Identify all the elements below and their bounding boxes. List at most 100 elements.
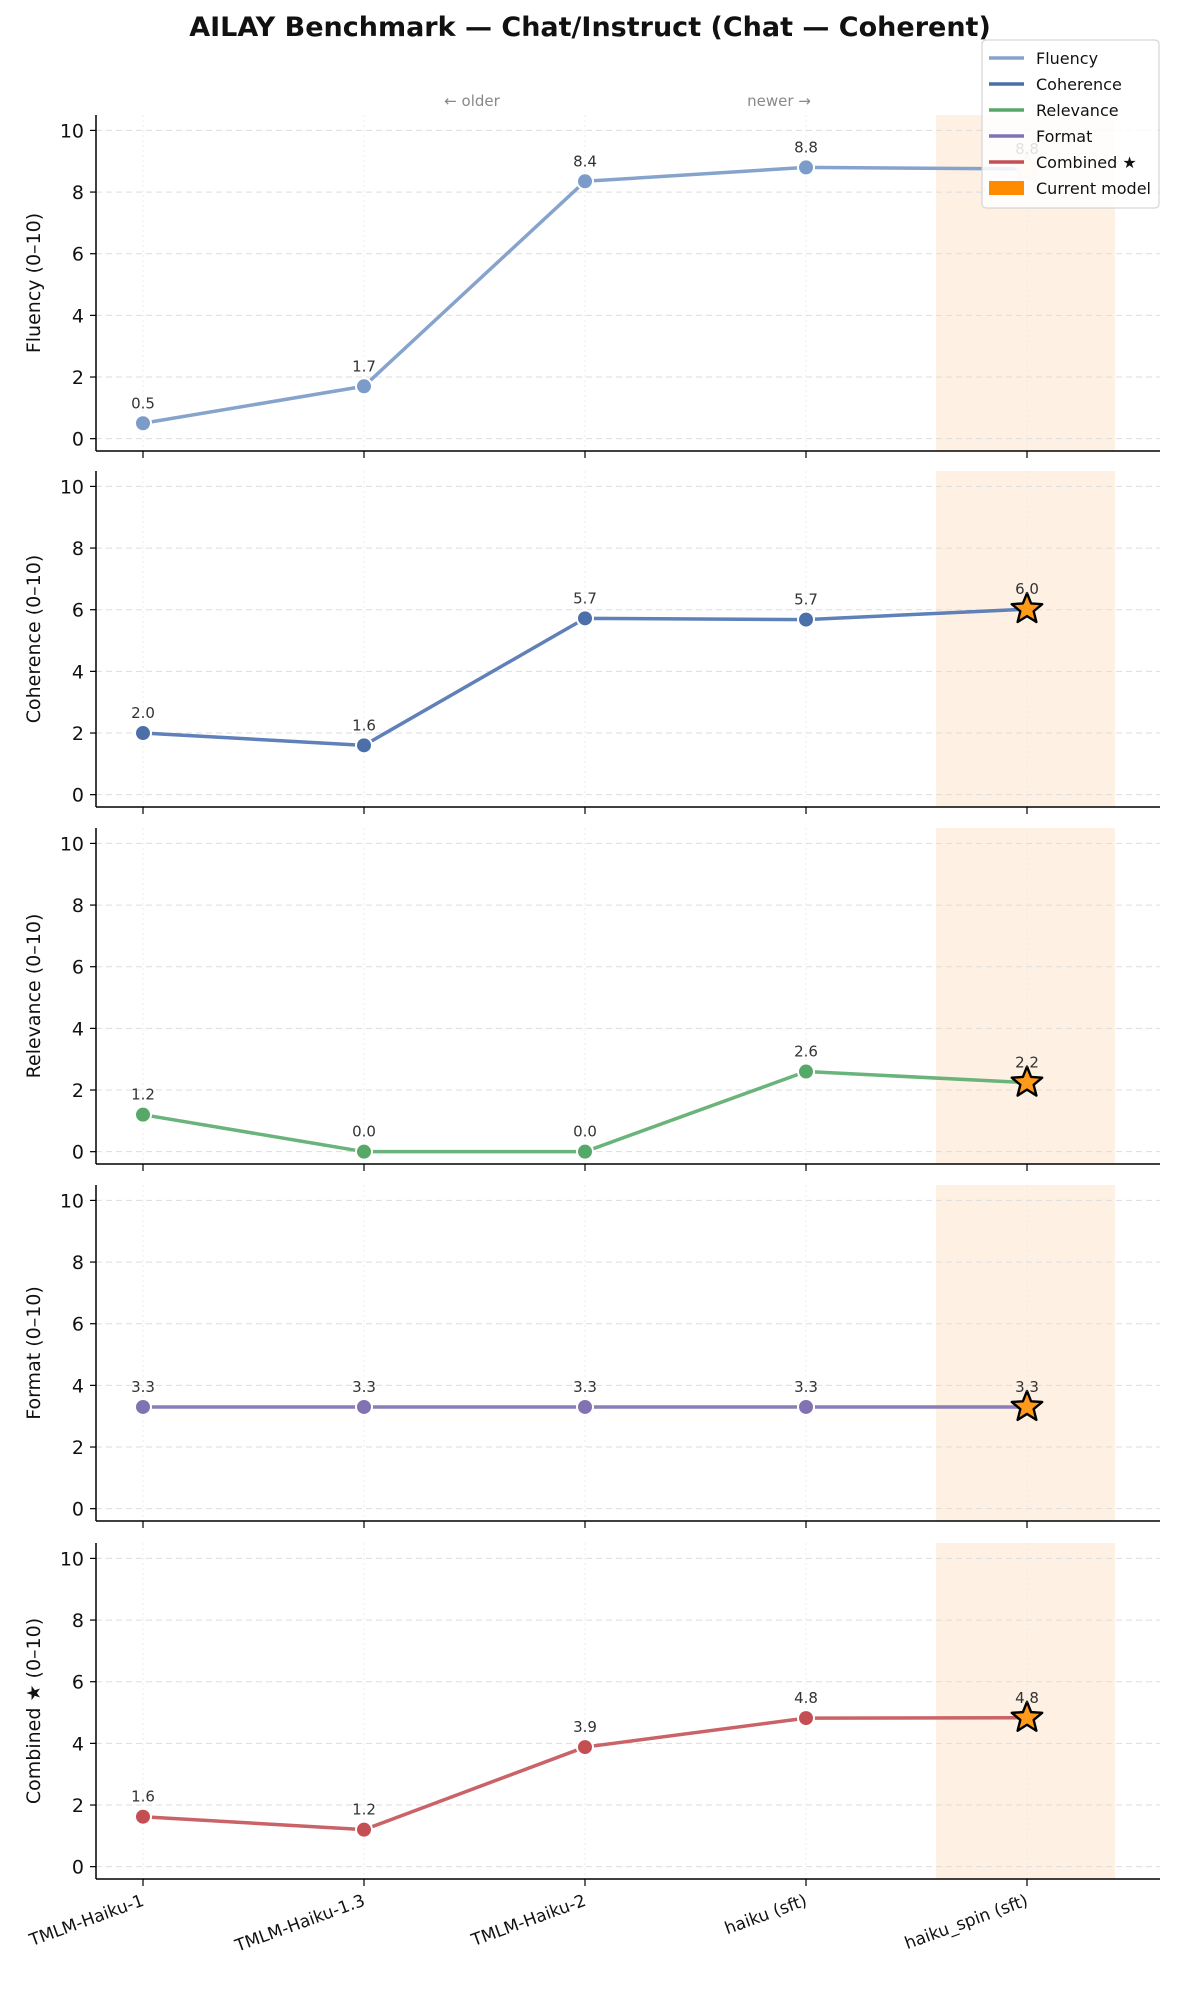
current-model-band — [936, 471, 1115, 807]
data-label: 5.7 — [794, 591, 818, 609]
y-tick-label: 2 — [72, 723, 84, 745]
y-tick-label: 8 — [72, 895, 84, 917]
data-label: 6.0 — [1015, 580, 1039, 598]
y-tick-label: 8 — [72, 182, 84, 204]
data-label: 1.2 — [131, 1086, 155, 1104]
legend-box — [981, 39, 1160, 209]
y-tick-label: 4 — [72, 1733, 84, 1755]
y-tick-label: 0 — [72, 1142, 84, 1164]
y-tick-label: 2 — [72, 367, 84, 389]
data-label: 2.2 — [1015, 1054, 1039, 1072]
legend-label: Fluency — [1036, 49, 1098, 68]
chart-title: AILAY Benchmark — Chat/Instruct (Chat — … — [189, 12, 991, 43]
current-model-band — [936, 828, 1115, 1164]
data-point — [134, 1397, 152, 1416]
data-label: 8.8 — [794, 138, 818, 156]
data-label: 1.6 — [131, 1788, 155, 1806]
panel-coherence: 0 2 4 6 8 10 Coherence (0–10) 2.0 1.6 5.7 5.7 6.0 — [23, 471, 1160, 814]
y-tick-label: 4 — [72, 1375, 84, 1397]
data-label: 3.3 — [573, 1378, 597, 1396]
data-point — [355, 1820, 373, 1839]
y-tick-label: 6 — [72, 244, 84, 266]
legend-label: Coherence — [1036, 75, 1122, 94]
legend-item: Relevance — [989, 101, 1119, 120]
y-tick-label: 6 — [72, 600, 84, 622]
y-tick-label: 4 — [72, 1018, 84, 1040]
older-annotation: ← older — [444, 92, 500, 110]
data-point — [576, 1397, 594, 1416]
data-point — [797, 1062, 815, 1081]
data-point — [576, 172, 594, 191]
data-point — [134, 414, 152, 433]
y-tick-label: 0 — [72, 785, 84, 807]
y-tick-label: 4 — [72, 305, 84, 327]
y-axis-label: Coherence (0–10) — [23, 555, 45, 724]
data-label: 3.3 — [794, 1378, 818, 1396]
data-label: 4.8 — [1015, 1689, 1039, 1707]
y-tick-label: 10 — [60, 120, 84, 142]
data-point — [797, 1397, 815, 1416]
y-axis-label: Combined ★ (0–10) — [23, 1618, 45, 1804]
data-point — [355, 1142, 373, 1161]
data-point — [797, 610, 815, 629]
data-label: 2.6 — [794, 1043, 818, 1061]
y-tick-label: 10 — [60, 1548, 84, 1570]
data-point — [576, 609, 594, 628]
y-tick-label: 6 — [72, 1672, 84, 1694]
data-point — [576, 1142, 594, 1161]
y-tick-label: 2 — [72, 1795, 84, 1817]
y-tick-label: 6 — [72, 1314, 84, 1336]
legend-item: Combined ★ — [989, 153, 1137, 172]
data-label: 3.3 — [1015, 1378, 1039, 1396]
legend-swatch — [989, 181, 1024, 195]
legend-item: Current model — [989, 179, 1151, 198]
data-point — [134, 1105, 152, 1124]
data-label: 1.2 — [352, 1801, 376, 1819]
panel-format: 0 2 4 6 8 10 Format (0–10) 3.3 3.3 3.3 3.3 3.3 — [23, 1185, 1160, 1528]
y-tick-label: 0 — [72, 429, 84, 451]
current-model-star-marker — [1010, 1389, 1044, 1422]
y-tick-label: 0 — [72, 1499, 84, 1521]
data-label: 1.6 — [352, 716, 376, 734]
data-label: 4.8 — [794, 1689, 818, 1707]
data-point — [134, 724, 152, 743]
current-model-star-marker — [1010, 1065, 1044, 1097]
data-point — [355, 1397, 373, 1416]
data-point — [134, 1807, 152, 1826]
y-tick-label: 10 — [60, 476, 84, 498]
legend-item: Fluency — [989, 49, 1098, 68]
y-tick-label: 10 — [60, 1190, 84, 1212]
data-label: 8.4 — [573, 152, 597, 170]
y-tick-label: 0 — [72, 1857, 84, 1879]
data-label: 0.0 — [573, 1123, 597, 1141]
data-label: 0.5 — [131, 394, 155, 412]
chart-legend: Fluency Coherence Relevance Format Combined … — [981, 39, 1160, 209]
legend-label: Format — [1036, 127, 1092, 146]
current-model-band — [936, 1185, 1115, 1521]
data-label: 3.3 — [352, 1378, 376, 1396]
y-tick-label: 8 — [72, 538, 84, 560]
current-model-star-marker — [1010, 591, 1044, 624]
data-label: 1.7 — [352, 357, 376, 375]
y-axis-label: Relevance (0–10) — [23, 914, 45, 1079]
current-model-star-marker — [1010, 1700, 1044, 1732]
data-point — [576, 1738, 594, 1757]
data-label: 3.3 — [131, 1378, 155, 1396]
y-tick-label: 2 — [72, 1437, 84, 1459]
legend-item: Coherence — [989, 75, 1122, 94]
y-axis-label: Fluency (0–10) — [23, 213, 45, 353]
newer-annotation: newer → — [747, 92, 811, 110]
data-point — [797, 158, 815, 177]
y-tick-label: 6 — [72, 957, 84, 979]
legend-label: Current model — [1036, 179, 1151, 198]
y-tick-label: 8 — [72, 1610, 84, 1632]
data-point — [355, 377, 373, 396]
data-point — [355, 736, 373, 755]
y-tick-label: 2 — [72, 1080, 84, 1102]
legend-item: Format — [989, 127, 1092, 146]
y-axis-label: Format (0–10) — [23, 1286, 45, 1420]
legend-label: Combined ★ — [1036, 153, 1137, 172]
data-label: 0.0 — [352, 1123, 376, 1141]
